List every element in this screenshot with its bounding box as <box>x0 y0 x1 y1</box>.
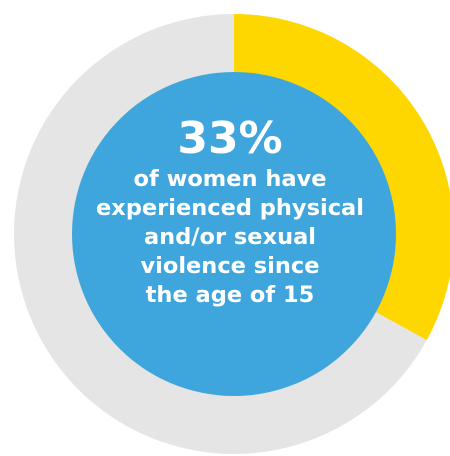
caption-line-4: violence since <box>140 253 320 279</box>
percentage-value: 33% <box>177 113 283 164</box>
caption-line-1: of women have <box>133 166 327 192</box>
caption-line-3: and/or sexual <box>144 224 316 250</box>
caption-line-2: experienced physical <box>96 195 364 221</box>
center-label: 33% of women have experienced physical a… <box>75 113 385 310</box>
caption-line-5: the age of 15 <box>145 282 315 308</box>
center-disc <box>72 72 396 396</box>
